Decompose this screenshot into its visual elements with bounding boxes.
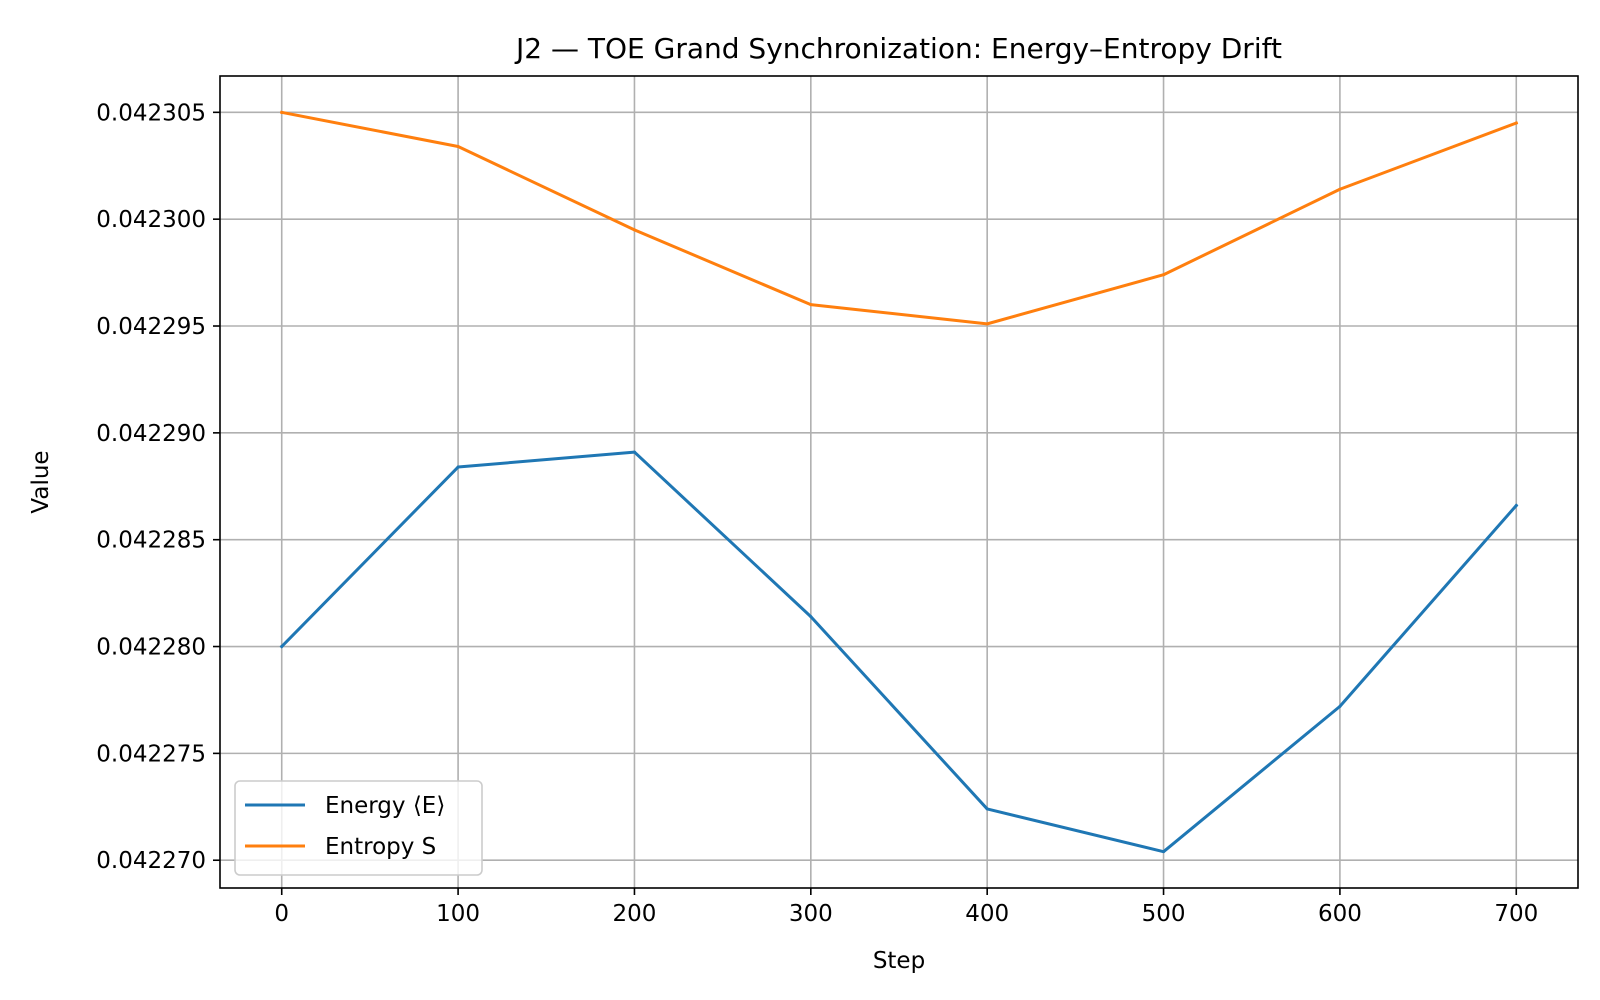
y-tick-label: 0.042305 <box>96 100 206 126</box>
data-point-energy <box>1338 704 1342 708</box>
axis-ticks: 0 100 200 300 400 500 600 700 0.042270 0.042275 0.… <box>96 100 1538 927</box>
legend-label-entropy: Entropy S <box>325 834 436 860</box>
x-tick-label: 100 <box>436 901 480 927</box>
y-tick-label: 0.042280 <box>96 635 206 661</box>
data-point-energy <box>985 807 989 811</box>
x-tick-label: 0 <box>274 901 289 927</box>
data-point-energy <box>809 615 813 619</box>
x-tick-label: 200 <box>613 901 657 927</box>
series-line-entropy <box>279 110 1519 326</box>
y-tick-label: 0.042275 <box>96 741 206 767</box>
y-tick-label: 0.042270 <box>96 848 206 874</box>
series-lines <box>279 110 1519 854</box>
legend: Energy ⟨E⟩ Entropy S <box>234 780 483 876</box>
grid <box>220 76 1578 888</box>
series-line-energy <box>279 450 1519 854</box>
plot-frame <box>219 75 1579 889</box>
data-point-entropy <box>1514 121 1518 125</box>
data-point-entropy <box>809 303 813 307</box>
data-point-energy <box>632 450 636 454</box>
x-axis-label: Step <box>873 948 925 974</box>
y-tick-label: 0.042290 <box>96 421 206 447</box>
data-point-entropy <box>456 145 460 149</box>
data-point-energy <box>1162 850 1166 854</box>
data-point-energy <box>280 645 284 649</box>
x-tick-label: 700 <box>1494 901 1538 927</box>
y-axis-label: Value <box>28 450 54 513</box>
y-tick-label: 0.042295 <box>96 314 206 340</box>
data-point-entropy <box>985 322 989 326</box>
x-tick-label: 600 <box>1318 901 1362 927</box>
y-tick-label: 0.042300 <box>96 207 206 233</box>
legend-label-energy: Energy ⟨E⟩ <box>325 793 445 819</box>
x-tick-label: 500 <box>1142 901 1186 927</box>
y-tick-label: 0.042285 <box>96 528 206 554</box>
data-point-energy <box>1514 504 1518 508</box>
data-point-entropy <box>632 228 636 232</box>
data-point-entropy <box>280 110 284 114</box>
data-point-entropy <box>1162 273 1166 277</box>
x-tick-label: 300 <box>789 901 833 927</box>
data-point-entropy <box>1338 187 1342 191</box>
chart-title: J2 — TOE Grand Synchronization: Energy–E… <box>514 32 1282 65</box>
x-tick-label: 400 <box>965 901 1009 927</box>
data-point-energy <box>456 465 460 469</box>
